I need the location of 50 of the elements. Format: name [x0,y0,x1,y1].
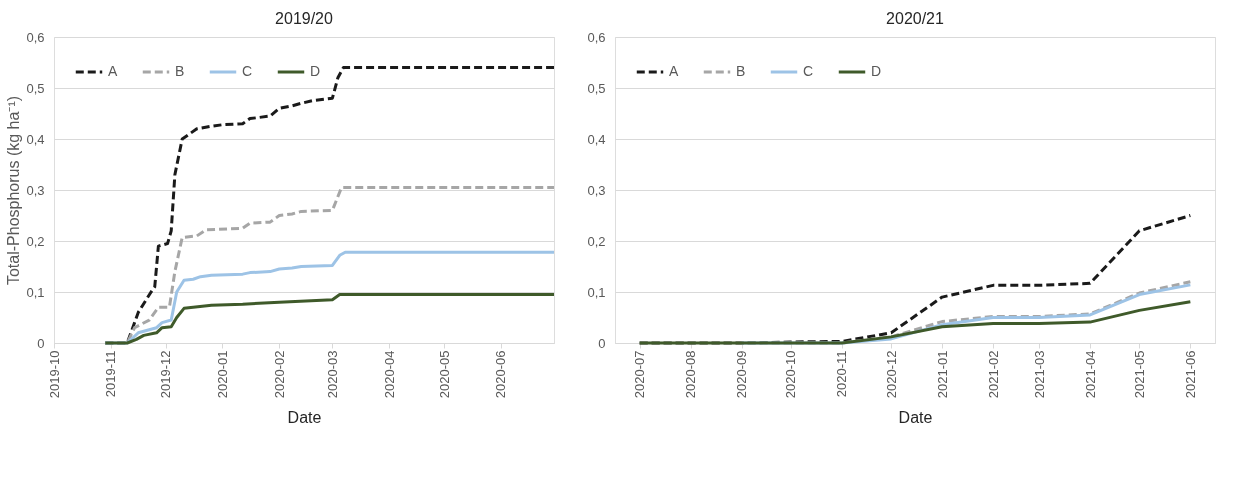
x-tick-label: 2020-10 [783,350,799,399]
line-series [103,293,556,345]
x-tick-label: 2020-09 [734,350,750,399]
x-tick-label: 2020-05 [436,350,452,399]
legend-label: B [175,63,185,79]
x-tick-label: 2020-07 [632,350,648,399]
x-tick-label: 2021-05 [1131,350,1147,399]
legend-label: C [242,63,253,79]
x-tick-label: 2020-06 [493,350,509,399]
y-tick-label: 0,5 [587,80,606,96]
x-tick-label: 2020-01 [215,350,230,399]
x-tick-label: 2019-11 [103,350,119,398]
y-tick-label: 0,4 [587,131,606,147]
legend-label: A [108,63,118,79]
y-tick-label: 0,5 [26,80,45,96]
y-tick-label: 0,4 [26,131,45,147]
legend-label: D [310,63,321,79]
legend-label: B [736,63,746,79]
x-tick-label: 2020-08 [683,350,699,399]
y-tick-label: 0,6 [26,29,45,45]
y-tick-label: 0 [598,335,606,351]
y-tick-label: 0,2 [26,233,45,249]
y-tick-label: 0,6 [587,29,606,45]
x-tick-label: 2021-06 [1182,350,1198,399]
y-axis-title: Total-Phosphorus (kg ha⁻¹) [5,95,23,286]
legend-label: D [871,63,882,79]
y-tick-label: 0 [37,335,45,351]
y-tick-label: 0,3 [26,182,45,198]
x-tick-label: 2020-11 [834,350,850,398]
legend-label: C [803,63,814,79]
y-tick-label: 0,3 [587,182,606,198]
x-tick-label: 2021-03 [1031,350,1047,399]
x-tick-label: 2020-03 [324,350,340,399]
legend-label: A [669,63,679,79]
line-series [638,300,1192,345]
x-axis-title: Date [898,409,933,427]
x-tick-label: 2021-01 [934,350,950,399]
chart-title: 2020/21 [886,10,945,27]
x-tick-label: 2020-04 [381,350,397,399]
x-tick-label: 2021-04 [1082,350,1098,399]
y-tick-label: 0,2 [587,233,606,249]
y-tick-label: 0,1 [26,284,45,300]
y-tick-label: 0,1 [587,284,606,300]
x-axis-title: Date [287,409,322,427]
x-tick-label: 2019-12 [158,350,174,399]
x-tick-label: 2020-02 [271,350,287,399]
x-tick-label: 2020-12 [883,350,899,399]
x-tick-label: 2021-02 [985,350,1001,399]
chart-title: 2019/20 [275,10,334,27]
x-tick-label: 2019-10 [46,350,62,399]
